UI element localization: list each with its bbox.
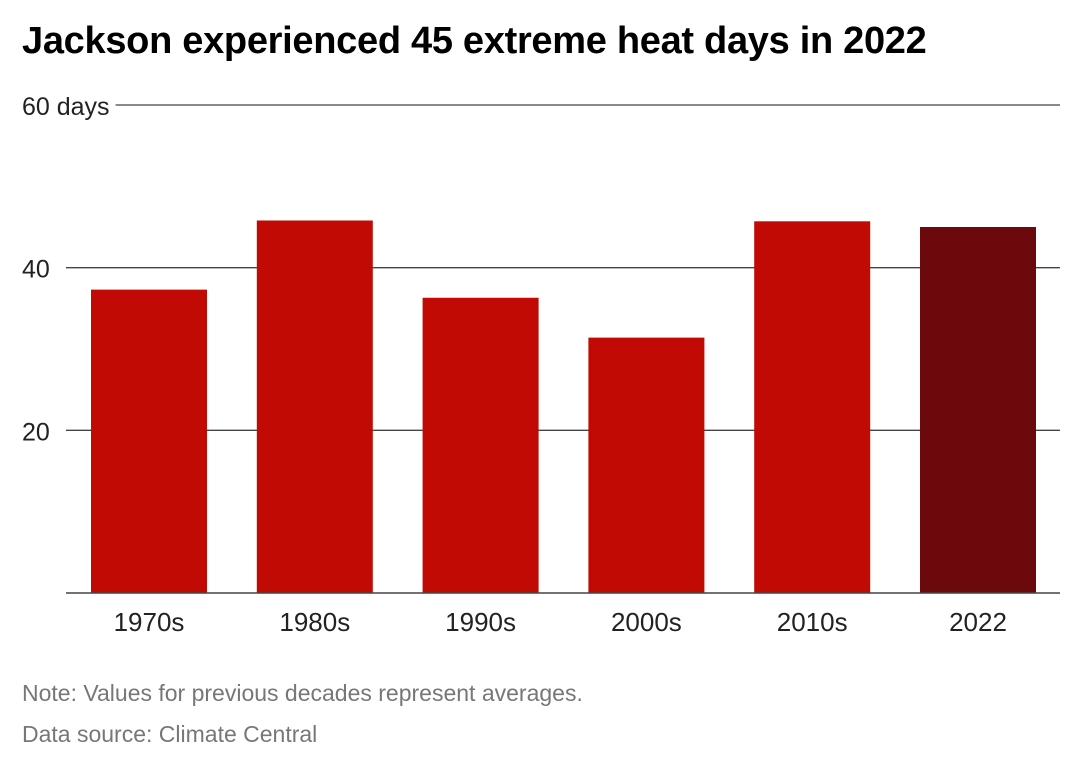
bar-1990s <box>422 297 539 593</box>
bar-2010s <box>754 221 871 593</box>
y-tick-label: 40 <box>22 256 50 284</box>
bar-1970s <box>91 289 207 593</box>
bar-1980s <box>256 220 373 593</box>
x-tick-label: 2010s <box>777 607 848 637</box>
data-source: Data source: Climate Central <box>22 721 318 747</box>
x-tick-label: 2022 <box>949 607 1007 637</box>
y-tick-label: 60 days <box>22 93 110 121</box>
bars <box>91 220 1036 593</box>
x-tick-label: 2000s <box>611 607 682 637</box>
x-axis: 1970s 1980s 1990s 2000s 2010s 2022 <box>66 592 1060 637</box>
bar-2000s <box>588 337 705 593</box>
bar-chart: 20 40 60 days 1970s 1980s 1990s 2000s 2010s 202… <box>22 93 1060 637</box>
gridlines: 20 40 60 days <box>22 93 1060 446</box>
chart-title: Jackson experienced 45 extreme heat days… <box>22 20 927 62</box>
x-tick-label: 1980s <box>279 607 350 637</box>
x-tick-label: 1990s <box>445 607 516 637</box>
chart-note: Note: Values for previous decades repres… <box>22 680 583 706</box>
y-tick-label: 20 <box>22 418 50 446</box>
bar-2022 <box>920 227 1036 593</box>
x-tick-label: 1970s <box>114 607 185 637</box>
